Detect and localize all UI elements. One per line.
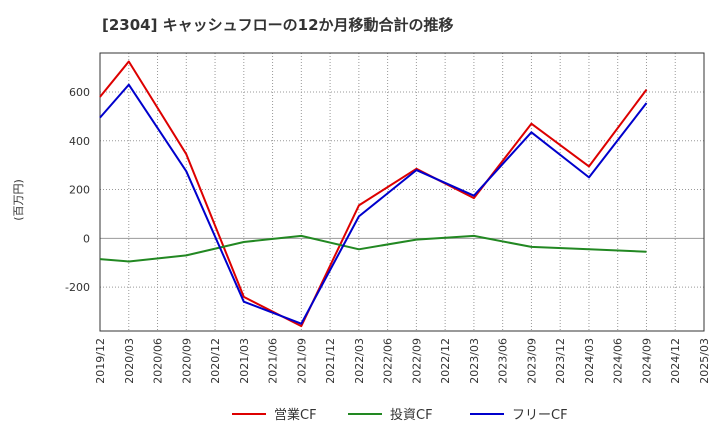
data-point bbox=[243, 301, 245, 303]
y-tick-label: 200 bbox=[69, 184, 90, 197]
data-point bbox=[99, 96, 101, 98]
y-tick-label: 600 bbox=[69, 86, 90, 99]
data-point bbox=[185, 254, 187, 256]
x-tick-label: 2020/12 bbox=[209, 338, 222, 384]
data-point bbox=[358, 248, 360, 250]
y-axis-label: (百万円) bbox=[12, 179, 25, 221]
legend: 営業CF 投資CF フリーCF bbox=[232, 407, 568, 423]
y-tick-label: 400 bbox=[69, 135, 90, 148]
series-layer bbox=[99, 60, 648, 328]
y-tick-label: 0 bbox=[83, 232, 90, 245]
x-tick-label: 2023/12 bbox=[554, 338, 567, 384]
x-tick-label: 2023/09 bbox=[525, 338, 538, 384]
data-point bbox=[128, 61, 130, 63]
data-point bbox=[128, 261, 130, 263]
x-tick-label: 2022/03 bbox=[353, 338, 366, 384]
x-tick-label: 2024/09 bbox=[640, 338, 653, 384]
plot-frame bbox=[99, 52, 705, 332]
x-tick-label: 2021/12 bbox=[324, 338, 337, 384]
x-tick-label: 2021/06 bbox=[267, 338, 280, 384]
data-point bbox=[415, 239, 417, 241]
grid bbox=[100, 53, 704, 331]
legend-label: 営業CF bbox=[274, 407, 317, 423]
chart-title: [2304] キャッシュフローの12か月移動合計の推移 bbox=[102, 16, 454, 34]
data-point bbox=[645, 251, 647, 253]
x-tick-label: 2022/09 bbox=[410, 338, 423, 384]
x-tick-label: 2024/12 bbox=[669, 338, 682, 384]
data-point bbox=[358, 204, 360, 206]
y-tick-label: -200 bbox=[65, 281, 90, 294]
data-point bbox=[530, 131, 532, 133]
data-point bbox=[645, 102, 647, 104]
series-line-2 bbox=[99, 234, 647, 263]
data-point bbox=[300, 235, 302, 237]
x-tick-label: 2021/03 bbox=[238, 338, 251, 384]
data-point bbox=[645, 89, 647, 91]
data-point bbox=[243, 296, 245, 298]
data-point bbox=[530, 123, 532, 125]
data-point bbox=[473, 197, 475, 199]
x-tick-label: 2024/03 bbox=[583, 338, 596, 384]
data-point bbox=[99, 258, 101, 260]
data-point bbox=[588, 165, 590, 167]
data-point bbox=[588, 248, 590, 250]
data-point bbox=[99, 117, 101, 119]
x-tick-label: 2020/06 bbox=[152, 338, 165, 384]
legend-label: 投資CF bbox=[390, 407, 433, 423]
x-tick-label: 2022/06 bbox=[382, 338, 395, 384]
data-point bbox=[185, 170, 187, 172]
x-tick-label: 2024/06 bbox=[612, 338, 625, 384]
x-tick-label: 2023/06 bbox=[497, 338, 510, 384]
x-tick-label: 2025/03 bbox=[698, 338, 711, 384]
data-point bbox=[473, 235, 475, 237]
y-axis-ticks: -200 0 200 400 600 bbox=[65, 86, 90, 294]
x-tick-label: 2022/12 bbox=[439, 338, 452, 384]
data-point bbox=[128, 84, 130, 86]
series-line-3 bbox=[99, 83, 648, 325]
x-tick-label: 2023/03 bbox=[468, 338, 481, 384]
x-tick-label: 2019/12 bbox=[94, 338, 107, 384]
data-point bbox=[185, 153, 187, 155]
x-tick-label: 2021/09 bbox=[295, 338, 308, 384]
x-tick-label: 2020/03 bbox=[123, 338, 136, 384]
data-point bbox=[358, 215, 360, 217]
x-axis-ticks: 2019/12 2020/03 2020/06 2020/09 2020/12 2021/… bbox=[94, 338, 711, 384]
data-point bbox=[588, 176, 590, 178]
data-point bbox=[473, 195, 475, 197]
data-point bbox=[300, 325, 302, 327]
data-point bbox=[243, 241, 245, 243]
data-point bbox=[530, 246, 532, 248]
data-point bbox=[415, 169, 417, 171]
x-tick-label: 2020/09 bbox=[180, 338, 193, 384]
data-point bbox=[300, 323, 302, 325]
series-line-1 bbox=[99, 60, 648, 328]
legend-label: フリーCF bbox=[512, 408, 568, 423]
